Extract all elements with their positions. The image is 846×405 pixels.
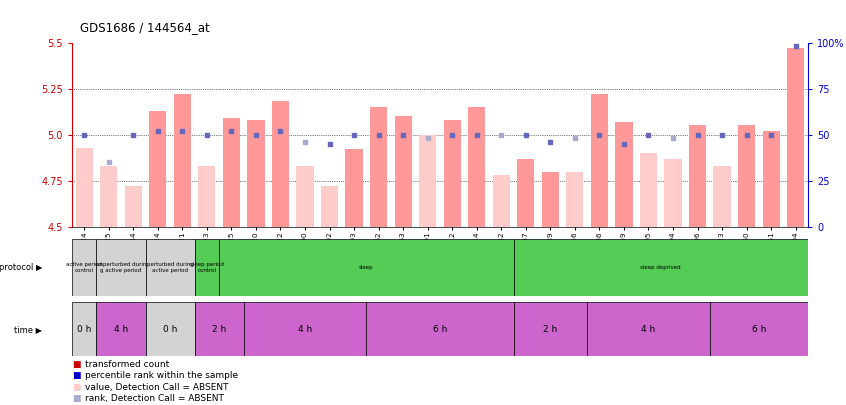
Bar bbox=[124, 186, 142, 227]
Text: ■: ■ bbox=[72, 394, 80, 403]
Bar bbox=[664, 159, 682, 227]
Text: unperturbed durin
g active period: unperturbed durin g active period bbox=[96, 262, 146, 273]
Bar bbox=[195, 302, 244, 356]
Bar bbox=[321, 186, 338, 227]
Bar bbox=[100, 166, 118, 227]
Bar bbox=[149, 111, 167, 227]
Bar bbox=[72, 302, 96, 356]
Bar bbox=[219, 239, 514, 296]
Bar bbox=[96, 239, 146, 296]
Bar bbox=[247, 120, 265, 227]
Bar bbox=[514, 302, 587, 356]
Text: perturbed during
active period: perturbed during active period bbox=[146, 262, 194, 273]
Bar bbox=[468, 107, 486, 227]
Bar bbox=[710, 302, 808, 356]
Text: value, Detection Call = ABSENT: value, Detection Call = ABSENT bbox=[85, 383, 229, 392]
Bar bbox=[419, 134, 437, 227]
Text: 0 h: 0 h bbox=[77, 324, 91, 334]
Text: sleep: sleep bbox=[359, 265, 374, 270]
Text: ■: ■ bbox=[72, 360, 80, 369]
Bar bbox=[443, 120, 461, 227]
Text: sleep period
control: sleep period control bbox=[190, 262, 224, 273]
Text: 2 h: 2 h bbox=[543, 324, 558, 334]
Text: percentile rank within the sample: percentile rank within the sample bbox=[85, 371, 239, 380]
Bar bbox=[492, 175, 510, 227]
Bar bbox=[345, 149, 363, 227]
Text: 0 h: 0 h bbox=[163, 324, 177, 334]
Text: 4 h: 4 h bbox=[114, 324, 128, 334]
Bar bbox=[222, 118, 240, 227]
Text: transformed count: transformed count bbox=[85, 360, 170, 369]
Bar bbox=[394, 116, 412, 227]
Bar bbox=[615, 122, 633, 227]
Bar bbox=[146, 239, 195, 296]
Bar bbox=[195, 239, 219, 296]
Bar bbox=[517, 159, 535, 227]
Bar bbox=[587, 302, 710, 356]
Bar bbox=[146, 302, 195, 356]
Bar bbox=[689, 126, 706, 227]
Bar bbox=[566, 172, 584, 227]
Text: time ▶: time ▶ bbox=[14, 324, 42, 334]
Text: ■: ■ bbox=[72, 383, 80, 392]
Text: 4 h: 4 h bbox=[298, 324, 312, 334]
Text: sleep deprived: sleep deprived bbox=[640, 265, 681, 270]
Text: active period
control: active period control bbox=[66, 262, 102, 273]
Bar bbox=[173, 94, 191, 227]
Bar bbox=[198, 166, 216, 227]
Text: 2 h: 2 h bbox=[212, 324, 226, 334]
Bar bbox=[591, 94, 608, 227]
Bar bbox=[370, 107, 387, 227]
Bar bbox=[713, 166, 731, 227]
Bar bbox=[272, 102, 289, 227]
Bar bbox=[72, 239, 96, 296]
Bar bbox=[787, 48, 805, 227]
Bar bbox=[514, 239, 808, 296]
Text: 6 h: 6 h bbox=[433, 324, 447, 334]
Bar bbox=[75, 147, 93, 227]
Text: 4 h: 4 h bbox=[641, 324, 656, 334]
Bar bbox=[96, 302, 146, 356]
Bar bbox=[738, 126, 755, 227]
Bar bbox=[296, 166, 314, 227]
Text: protocol ▶: protocol ▶ bbox=[0, 263, 42, 272]
Text: 6 h: 6 h bbox=[752, 324, 766, 334]
Bar bbox=[244, 302, 366, 356]
Text: GDS1686 / 144564_at: GDS1686 / 144564_at bbox=[80, 21, 210, 34]
Bar bbox=[640, 153, 657, 227]
Text: rank, Detection Call = ABSENT: rank, Detection Call = ABSENT bbox=[85, 394, 224, 403]
Bar bbox=[541, 172, 559, 227]
Text: ■: ■ bbox=[72, 371, 80, 380]
Bar bbox=[366, 302, 514, 356]
Bar bbox=[762, 131, 780, 227]
